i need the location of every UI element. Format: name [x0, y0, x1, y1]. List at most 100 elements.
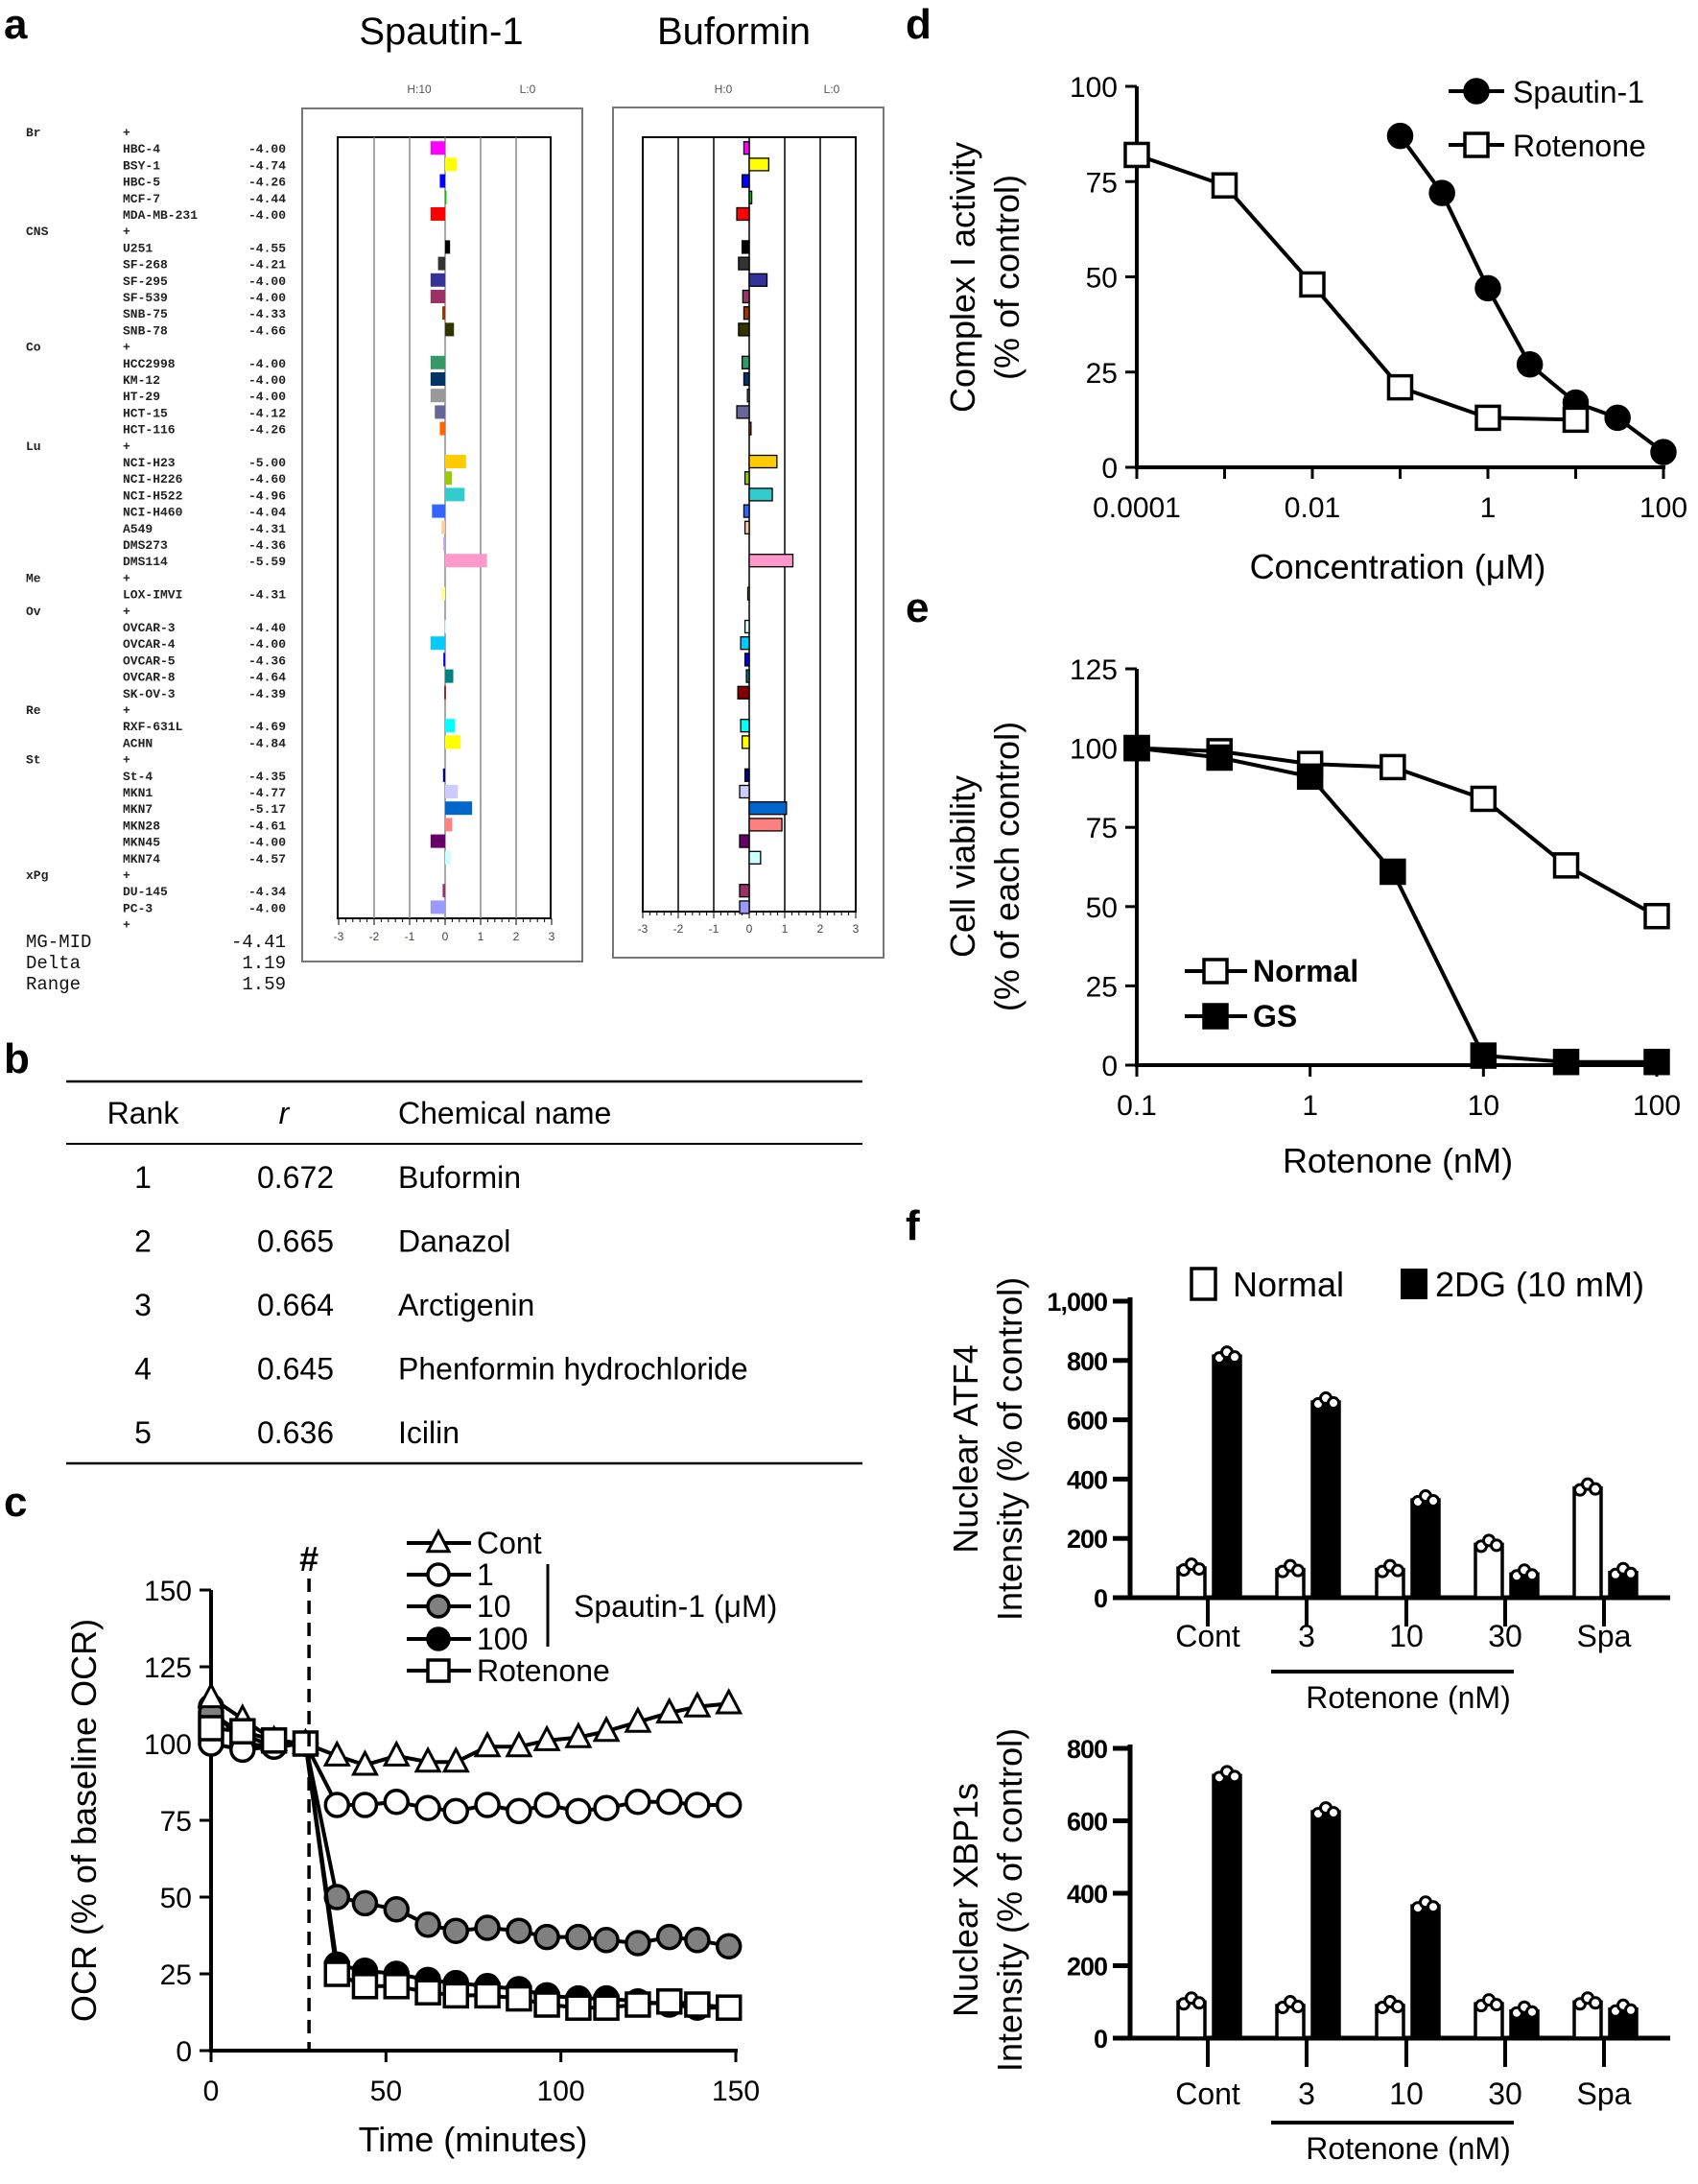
circle-marker [1463, 78, 1490, 105]
log-gi50-value: -4.61 [248, 819, 286, 833]
log-gi50-value: -4.00 [248, 208, 286, 223]
spautin-bar [430, 636, 445, 651]
buformin-bar [748, 487, 773, 502]
2dg-bar [1410, 1904, 1441, 2040]
cell-line-row: SF-295 -4.00 [123, 273, 768, 289]
y-tick-label: 0 [1101, 453, 1118, 485]
spautin-bar [430, 834, 445, 848]
log-gi50-value: -4.39 [248, 687, 286, 701]
y-tick-label: 25 [1086, 971, 1118, 1003]
circle-marker [1604, 404, 1631, 432]
replicate-dot [1228, 1769, 1241, 1784]
cell-line-row: ACHN -4.84 [123, 735, 750, 750]
cell-line-name: NCI-H23 [123, 456, 176, 470]
cell-line-name: DMS273 [123, 538, 168, 553]
2dg-bar [1212, 1354, 1242, 1600]
circle-marker [625, 1930, 651, 1957]
series-rotenone [198, 1715, 743, 2021]
circle-marker [442, 1917, 470, 1944]
circle-marker [414, 1911, 441, 1938]
spautin-bar [441, 586, 445, 601]
cell-line-name: SK-OV-3 [123, 687, 176, 701]
buformin-bar [740, 636, 750, 651]
bar-group: 3 [1275, 1801, 1341, 2111]
log-gi50-value: -4.26 [248, 423, 286, 438]
panel-f-bar-chart-1: 0 200 400 600 800 1,000 Cont 3 10 30 Spa Rotenone (… [946, 1265, 1670, 1715]
circle-marker [684, 1927, 711, 1954]
cell-line-name: NCI-H522 [123, 488, 183, 503]
circle-marker [684, 1792, 711, 1818]
y-tick-label: 100 [1070, 734, 1118, 766]
cell-panel-group: xPg + DU-145 -4.34 PC-3 -4.00 [26, 868, 750, 915]
category-label: Spa [1577, 1619, 1632, 1653]
cell-line-name: A549 [123, 522, 153, 536]
panel-name: Ov [26, 605, 41, 619]
square-marker [1470, 785, 1498, 813]
replicate-dot [1327, 1396, 1340, 1411]
x-tick-label: 1 [1480, 492, 1497, 524]
buformin-bar [738, 322, 750, 337]
legend-item: GS [1185, 999, 1297, 1033]
cell-line-name: NCI-H460 [123, 506, 183, 520]
series-1 [198, 1730, 743, 1825]
summary-value: -4.41 [231, 932, 286, 953]
cell-line-row: SF-268 -4.21 [123, 256, 750, 273]
spautin-bar [442, 306, 445, 320]
y-axis-title: (% of each control) [987, 722, 1026, 1011]
panel-name: xPg [26, 868, 49, 883]
bar-group: 10 [1375, 1489, 1441, 1653]
spautin-bar [445, 669, 454, 683]
y-tick-label: 600 [1067, 1407, 1107, 1436]
buformin-bar [739, 900, 750, 914]
log-gi50-value: -4.21 [248, 258, 286, 273]
spautin-bar [430, 355, 445, 369]
bar-group: 30 [1474, 1533, 1540, 1653]
cell-line-row: LOX-IMVI -4.31 [123, 586, 750, 603]
buformin-bar [736, 206, 750, 222]
cell-line-name: PC-3 [123, 901, 153, 915]
bar-group: Cont [1175, 1345, 1242, 1653]
triangle-marker [683, 1691, 712, 1718]
buformin-bar [748, 157, 770, 172]
2dg-bar [1410, 1498, 1441, 1600]
buformin-bar [743, 520, 750, 534]
legend-swatch-2dg [1401, 1269, 1427, 1299]
log-gi50-value: -4.33 [248, 307, 286, 321]
plot-area [337, 136, 552, 919]
category-label: Cont [1175, 1619, 1240, 1653]
log-gi50-value: -4.74 [248, 158, 286, 173]
cell-line-name: HCT-116 [123, 423, 176, 438]
buformin-bar [743, 371, 750, 387]
header-h: H:0 [715, 83, 733, 96]
legend-label: Rotenone [477, 1653, 610, 1688]
table-cell: 5 [134, 1415, 152, 1450]
cell-line-row: MKN74 -4.57 [123, 850, 762, 866]
buformin-bar [748, 818, 783, 832]
y-axis-title: Nuclear ATF4 [946, 1344, 985, 1553]
category-label: Cont [1175, 2077, 1240, 2111]
x-tick-label: 100 [537, 2076, 585, 2107]
cell-line-name: U251 [123, 241, 153, 255]
square-marker [684, 1991, 711, 2018]
spautin-bar [445, 818, 453, 832]
buformin-bar [748, 273, 768, 287]
log-gi50-value: -4.00 [248, 836, 286, 850]
series-spautin-1 [1386, 122, 1677, 465]
triangle-marker [655, 1697, 684, 1724]
tick-label: 0 [442, 930, 449, 943]
legend-item: 1 [407, 1557, 494, 1592]
spautin-bar [437, 256, 445, 271]
buformin-bar [742, 289, 750, 304]
cell-line-row: DMS273 -4.36 [123, 537, 445, 553]
plot-frame [612, 107, 884, 959]
tick-label: 1 [478, 930, 484, 943]
square-marker [533, 1991, 560, 2018]
panel-c-chart: 0 25 50 75 100 125 150 0 50 100 150 Time (minutes) O… [64, 1526, 777, 2159]
cell-line-name: MCF-7 [123, 192, 160, 206]
panel-name: Lu [26, 439, 41, 454]
square-marker [1211, 172, 1238, 199]
y-tick-label: 75 [1086, 167, 1118, 199]
log-gi50-value: -4.96 [248, 488, 286, 503]
replicate-dot [1490, 1998, 1503, 2012]
spautin-bar [444, 620, 447, 633]
